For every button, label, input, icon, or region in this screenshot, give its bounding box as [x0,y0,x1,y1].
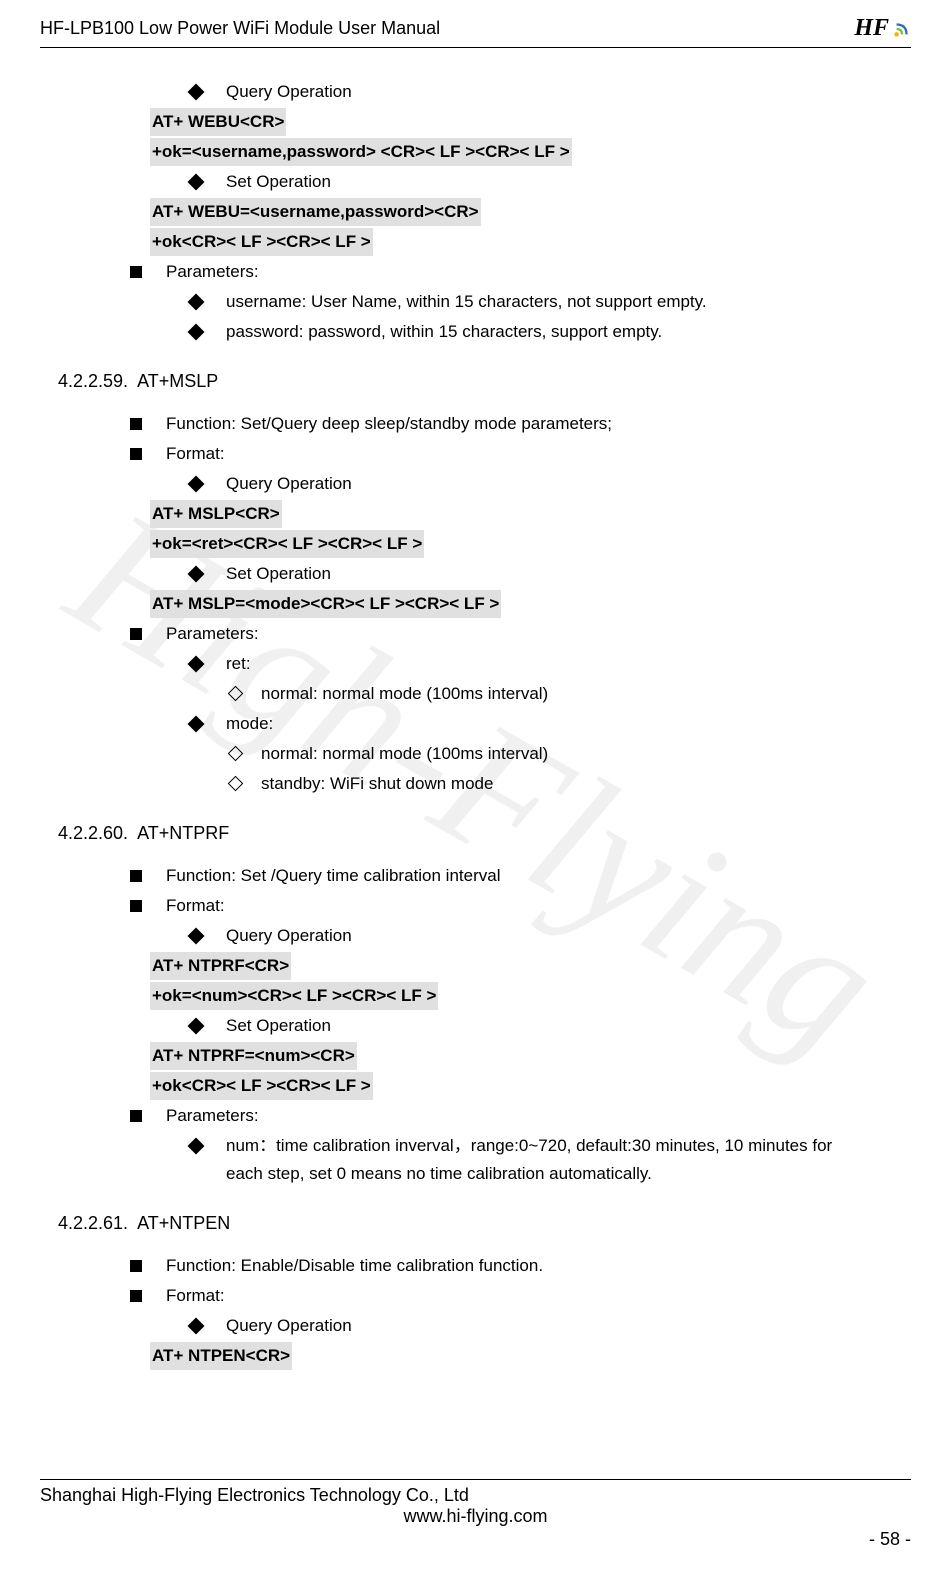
code-line: +ok<CR>< LF ><CR>< LF > [150,228,373,256]
body-text: Parameters: [166,620,259,648]
section-name: AT+NTPRF [137,823,229,844]
code-line: +ok=<ret><CR>< LF ><CR>< LF > [150,530,424,558]
body-text: Set Operation [226,168,331,196]
section-heading: 4.2.2.60. AT+NTPRF [58,823,911,844]
square-bullet-icon [130,418,142,430]
section-heading: 4.2.2.61. AT+NTPEN [58,1213,911,1234]
body-text: Parameters: [166,258,259,286]
diamond-bullet-icon [188,324,205,341]
section-name: AT+NTPEN [137,1213,230,1234]
body-text: Function: Set /Query time calibration in… [166,862,500,890]
code-line: +ok=<username,password> <CR>< LF ><CR>< … [150,138,572,166]
diamond-bullet-icon [188,476,205,493]
code-line: AT+ WEBU<CR> [150,108,286,136]
page-header: HF-LPB100 Low Power WiFi Module User Man… [40,10,911,48]
body-text: mode: [226,710,273,738]
diamond-bullet-icon [188,716,205,733]
diamond-outline-bullet-icon [228,686,244,702]
square-bullet-icon [130,900,142,912]
diamond-outline-bullet-icon [228,776,244,792]
body-text: normal: normal mode (100ms interval) [261,680,548,708]
diamond-bullet-icon [188,84,205,101]
code-line: AT+ NTPRF<CR> [150,952,291,980]
wifi-icon [893,20,911,38]
square-bullet-icon [130,1110,142,1122]
diamond-bullet-icon [188,294,205,311]
section-number: 4.2.2.60. [58,823,128,844]
body-text: Query Operation [226,78,352,106]
logo: HF [854,15,911,42]
body-text: username: User Name, within 15 character… [226,288,707,316]
code-line: +ok=<num><CR>< LF ><CR>< LF > [150,982,438,1010]
body-text: Format: [166,1282,225,1310]
square-bullet-icon [130,1290,142,1302]
square-bullet-icon [130,628,142,640]
body-text: password: password, within 15 characters… [226,318,662,346]
section-number: 4.2.2.61. [58,1213,128,1234]
diamond-bullet-icon [188,928,205,945]
body-text: standby: WiFi shut down mode [261,770,493,798]
square-bullet-icon [130,1260,142,1272]
section-number: 4.2.2.59. [58,371,128,392]
code-line: +ok<CR>< LF ><CR>< LF > [150,1072,373,1100]
body-text: num：time calibration inverval，range:0~72… [226,1132,871,1188]
body-text: normal: normal mode (100ms interval) [261,740,548,768]
footer-company: Shanghai High-Flying Electronics Technol… [40,1485,911,1506]
code-line: AT+ WEBU=<username,password><CR> [150,198,481,226]
body-text: Set Operation [226,560,331,588]
square-bullet-icon [130,266,142,278]
body-text: Query Operation [226,470,352,498]
logo-text: HF [854,15,889,42]
body-text: Set Operation [226,1012,331,1040]
section-name: AT+MSLP [137,371,218,392]
footer-page-number: - 58 - [40,1529,911,1550]
header-title: HF-LPB100 Low Power WiFi Module User Man… [40,18,440,39]
diamond-bullet-icon [188,656,205,673]
code-line: AT+ NTPEN<CR> [150,1342,292,1370]
page-footer: Shanghai High-Flying Electronics Technol… [40,1479,911,1550]
diamond-bullet-icon [188,174,205,191]
diamond-bullet-icon [188,1018,205,1035]
diamond-outline-bullet-icon [228,746,244,762]
section-heading: 4.2.2.59. AT+MSLP [58,371,911,392]
body-text: Function: Enable/Disable time calibratio… [166,1252,543,1280]
body-text: ret: [226,650,251,678]
code-line: AT+ MSLP=<mode><CR>< LF ><CR>< LF > [150,590,501,618]
body-text: Query Operation [226,1312,352,1340]
body-text: Format: [166,892,225,920]
square-bullet-icon [130,448,142,460]
code-line: AT+ NTPRF=<num><CR> [150,1042,357,1070]
code-line: AT+ MSLP<CR> [150,500,282,528]
footer-website: www.hi-flying.com [40,1506,911,1527]
square-bullet-icon [130,870,142,882]
document-body: Query Operation AT+ WEBU<CR> +ok=<userna… [40,78,911,1370]
body-text: Query Operation [226,922,352,950]
body-text: Function: Set/Query deep sleep/standby m… [166,410,612,438]
diamond-bullet-icon [188,1138,205,1155]
diamond-bullet-icon [188,566,205,583]
body-text: Parameters: [166,1102,259,1130]
body-text: Format: [166,440,225,468]
diamond-bullet-icon [188,1318,205,1335]
